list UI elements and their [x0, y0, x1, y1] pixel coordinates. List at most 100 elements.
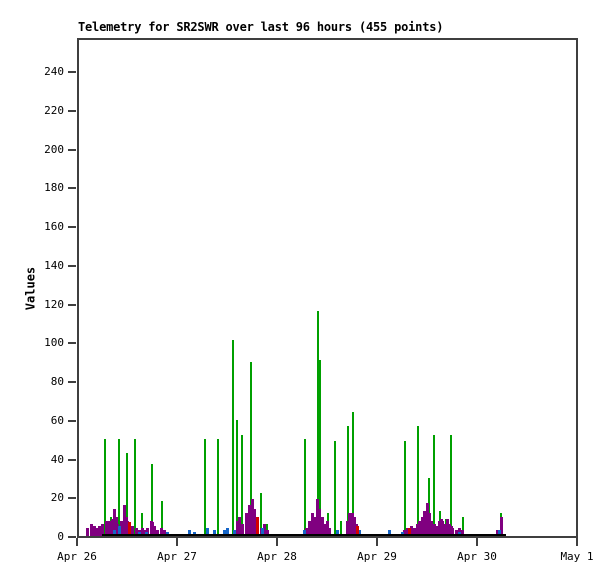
blue-impulse: [226, 528, 230, 536]
purple-impulse: [162, 530, 166, 536]
green-impulse: [303, 439, 306, 536]
purple-impulse: [313, 516, 317, 536]
purple-impulse: [159, 528, 163, 536]
purple-impulse: [149, 520, 153, 536]
y-tick-label: 80: [50, 375, 64, 388]
x-tick-label: Apr 28: [257, 550, 297, 563]
green-impulse: [103, 439, 106, 536]
plot-border: [77, 38, 578, 538]
purple-impulse: [325, 520, 329, 536]
y-tick-label: 120: [44, 297, 64, 311]
red-impulse: [408, 528, 412, 536]
purple-impulse: [262, 524, 266, 536]
purple-impulse: [425, 503, 429, 536]
purple-impulse: [265, 530, 269, 536]
purple-impulse: [244, 512, 248, 536]
purple-impulse: [307, 520, 311, 536]
purple-impulse: [423, 510, 427, 536]
purple-impulse: [112, 508, 116, 536]
green-impulse: [126, 452, 128, 536]
blue-impulse: [260, 528, 264, 536]
green-impulse: [216, 439, 219, 536]
purple-impulse: [131, 526, 135, 536]
y-tick-label: 100: [44, 336, 64, 350]
purple-impulse: [403, 530, 407, 536]
green-impulse: [450, 435, 453, 536]
purple-impulse: [153, 526, 157, 536]
purple-impulse: [441, 520, 445, 536]
green-impulse: [333, 441, 336, 536]
blue-impulse: [497, 530, 501, 536]
purple-impulse: [443, 524, 447, 536]
red-impulse: [255, 516, 259, 536]
purple-impulse: [140, 528, 144, 536]
green-impulse: [118, 439, 121, 536]
x-tick-mark: [176, 538, 178, 546]
purple-impulse: [124, 516, 128, 536]
purple-impulse: [350, 512, 354, 536]
purple-impulse: [304, 528, 308, 536]
y-tick-mark: [68, 109, 76, 112]
green-impulse: [250, 361, 253, 536]
y-tick-mark: [68, 536, 76, 538]
blue-impulse: [193, 532, 197, 536]
purple-impulse: [445, 518, 449, 536]
red-impulse: [128, 522, 132, 536]
purple-impulse: [415, 524, 419, 536]
green-impulse: [318, 359, 321, 536]
purple-impulse: [110, 518, 114, 536]
green-impulse: [428, 477, 431, 536]
y-tick-mark: [68, 148, 76, 151]
purple-impulse: [418, 520, 422, 536]
green-impulse: [231, 340, 234, 536]
green-impulse: [461, 516, 464, 536]
y-tick-mark: [68, 187, 76, 190]
x-tick-label: Apr 30: [457, 550, 497, 563]
purple-impulse: [310, 512, 314, 536]
blue-impulse: [336, 530, 340, 536]
baseline-band: [102, 534, 507, 536]
purple-impulse: [316, 499, 320, 536]
purple-impulse: [432, 524, 436, 536]
purple-impulse: [107, 520, 111, 536]
y-tick-mark: [68, 71, 76, 73]
purple-impulse: [122, 505, 126, 536]
blue-impulse: [165, 532, 169, 536]
green-impulse: [340, 520, 343, 536]
purple-impulse: [146, 528, 150, 536]
purple-impulse: [116, 524, 120, 536]
purple-impulse: [454, 530, 458, 536]
y-tick-label: 200: [44, 142, 64, 156]
purple-impulse: [451, 528, 455, 536]
purple-impulse: [328, 528, 332, 536]
y-tick-label: 140: [44, 258, 64, 272]
purple-impulse: [92, 526, 96, 536]
blue-impulse: [358, 530, 362, 536]
green-impulse: [236, 419, 238, 536]
green-impulse: [416, 425, 419, 536]
x-tick-mark: [76, 538, 78, 546]
green-impulse: [433, 435, 436, 536]
y-tick-mark: [68, 381, 76, 383]
purple-impulse: [354, 524, 358, 536]
purple-impulse: [252, 508, 256, 536]
y-tick-label: 0: [57, 530, 64, 543]
y-tick-label: 180: [44, 181, 64, 195]
y-tick-label: 20: [50, 491, 64, 505]
green-impulse: [133, 439, 136, 536]
purple-impulse: [235, 520, 239, 536]
purple-impulse: [104, 520, 108, 536]
blue-impulse: [213, 530, 217, 536]
x-tick-label: Apr 26: [57, 550, 97, 563]
y-tick-mark: [68, 264, 76, 267]
green-impulse: [241, 435, 243, 536]
y-tick-label: 240: [44, 65, 64, 78]
purple-impulse: [427, 512, 431, 536]
purple-impulse: [435, 526, 439, 536]
purple-impulse: [114, 516, 118, 536]
blue-impulse: [113, 530, 117, 536]
green-impulse: [316, 311, 319, 536]
blue-impulse: [401, 532, 405, 536]
green-impulse: [260, 493, 263, 536]
